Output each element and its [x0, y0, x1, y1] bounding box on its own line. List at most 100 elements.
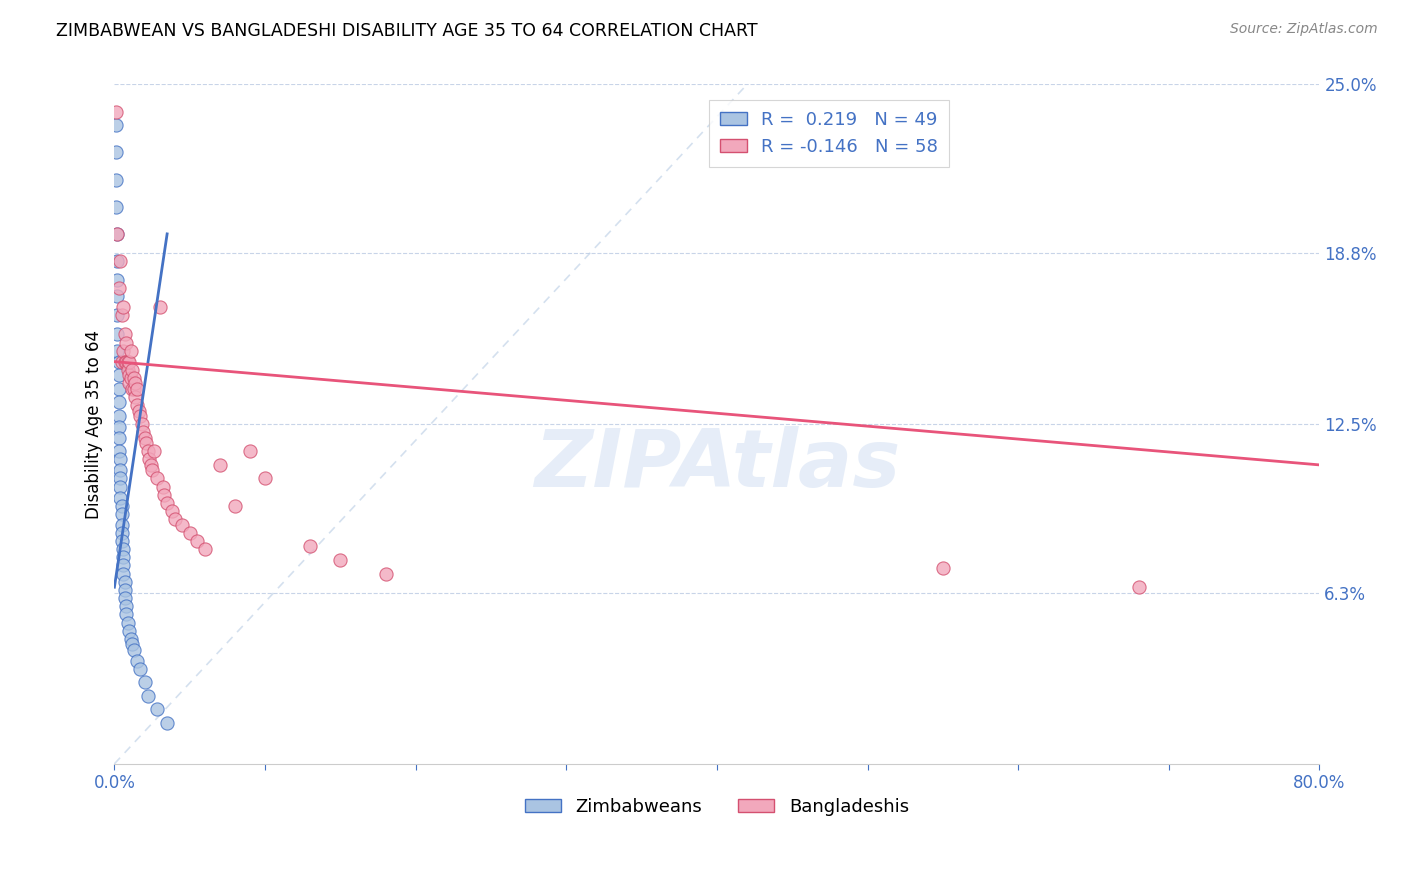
Point — [111, 525, 134, 540]
Point — [153, 488, 176, 502]
Point — [107, 309, 129, 323]
Point — [108, 420, 131, 434]
Point — [108, 368, 131, 383]
Point — [932, 561, 955, 575]
Point — [107, 327, 129, 342]
Point — [108, 382, 131, 396]
Point — [156, 496, 179, 510]
Point — [1128, 580, 1150, 594]
Point — [104, 118, 127, 132]
Point — [179, 525, 201, 540]
Point — [114, 327, 136, 342]
Text: ZIPAtlas: ZIPAtlas — [534, 425, 900, 504]
Point — [145, 702, 167, 716]
Legend: Zimbabweans, Bangladeshis: Zimbabweans, Bangladeshis — [517, 790, 917, 822]
Point — [134, 675, 156, 690]
Point — [194, 542, 217, 557]
Point — [115, 335, 138, 350]
Point — [111, 499, 134, 513]
Point — [118, 624, 141, 638]
Point — [115, 354, 138, 368]
Point — [110, 463, 132, 477]
Point — [115, 607, 138, 622]
Point — [160, 504, 183, 518]
Point — [111, 309, 134, 323]
Point — [125, 654, 148, 668]
Point — [120, 632, 142, 646]
Point — [107, 273, 129, 287]
Point — [110, 254, 132, 268]
Point — [118, 376, 141, 391]
Point — [108, 354, 131, 368]
Point — [111, 533, 134, 548]
Point — [108, 431, 131, 445]
Point — [224, 499, 246, 513]
Point — [104, 172, 127, 186]
Point — [112, 566, 135, 581]
Point — [108, 395, 131, 409]
Point — [107, 254, 129, 268]
Point — [124, 376, 146, 391]
Point — [107, 289, 129, 303]
Point — [110, 452, 132, 467]
Point — [120, 371, 142, 385]
Point — [112, 550, 135, 565]
Point — [107, 227, 129, 241]
Point — [142, 444, 165, 458]
Point — [145, 471, 167, 485]
Point — [110, 480, 132, 494]
Point — [104, 104, 127, 119]
Point — [208, 458, 231, 472]
Text: ZIMBABWEAN VS BANGLADESHI DISABILITY AGE 35 TO 64 CORRELATION CHART: ZIMBABWEAN VS BANGLADESHI DISABILITY AGE… — [56, 22, 758, 40]
Point — [186, 533, 208, 548]
Point — [299, 540, 322, 554]
Point — [121, 382, 143, 396]
Point — [254, 471, 277, 485]
Point — [104, 145, 127, 160]
Point — [117, 615, 139, 630]
Point — [129, 409, 152, 423]
Point — [114, 354, 136, 368]
Point — [115, 599, 138, 614]
Point — [152, 480, 174, 494]
Point — [136, 689, 159, 703]
Point — [135, 436, 157, 450]
Point — [112, 343, 135, 358]
Point — [110, 471, 132, 485]
Text: Source: ZipAtlas.com: Source: ZipAtlas.com — [1230, 22, 1378, 37]
Point — [134, 431, 156, 445]
Point — [117, 354, 139, 368]
Point — [108, 281, 131, 295]
Point — [122, 371, 145, 385]
Point — [138, 452, 160, 467]
Point — [239, 444, 262, 458]
Point — [111, 517, 134, 532]
Point — [112, 300, 135, 314]
Point — [374, 566, 396, 581]
Point — [125, 398, 148, 412]
Point — [110, 491, 132, 505]
Point — [141, 463, 163, 477]
Point — [124, 390, 146, 404]
Point — [112, 558, 135, 573]
Point — [156, 716, 179, 731]
Point — [118, 368, 141, 383]
Point — [149, 300, 172, 314]
Point — [114, 574, 136, 589]
Point — [129, 662, 152, 676]
Point — [121, 363, 143, 377]
Point — [122, 642, 145, 657]
Point — [121, 637, 143, 651]
Point — [117, 363, 139, 377]
Point — [108, 444, 131, 458]
Point — [114, 582, 136, 597]
Y-axis label: Disability Age 35 to 64: Disability Age 35 to 64 — [86, 330, 103, 518]
Point — [114, 591, 136, 605]
Point — [112, 542, 135, 557]
Point — [172, 517, 194, 532]
Point — [139, 458, 162, 472]
Point — [125, 382, 148, 396]
Point — [107, 343, 129, 358]
Point — [128, 403, 150, 417]
Point — [132, 425, 155, 440]
